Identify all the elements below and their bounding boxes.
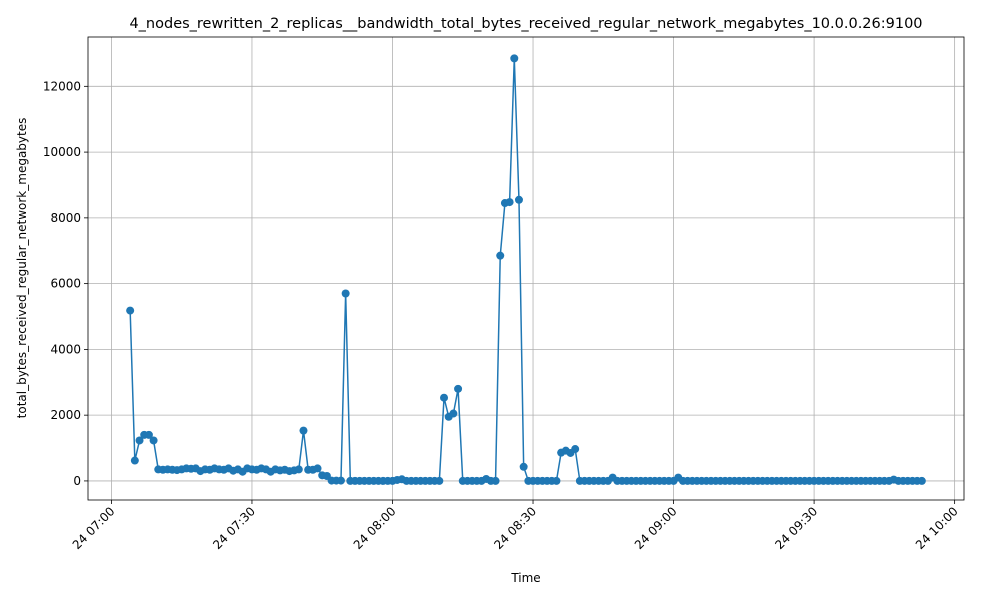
data-point (144, 430, 153, 439)
data-point (514, 195, 523, 204)
y-tick-label: 12000 (43, 79, 81, 93)
data-point (313, 464, 322, 473)
x-tick-label: 24 09:00 (632, 504, 680, 552)
plot-frame (87, 36, 965, 501)
data-point (496, 251, 505, 260)
data-point (510, 54, 519, 63)
data-point (519, 462, 528, 471)
data-point (440, 393, 449, 402)
x-axis-label: Time (510, 571, 540, 585)
data-point (505, 198, 514, 207)
y-tick-label: 0 (73, 474, 81, 488)
chart-title: 4_nodes_rewritten_2_replicas__bandwidth_… (129, 16, 922, 32)
data-point (299, 426, 308, 435)
y-tick-label: 6000 (50, 277, 81, 291)
x-tick-label: 24 07:00 (70, 504, 118, 552)
data-point (294, 465, 303, 474)
data-point (341, 289, 350, 298)
x-tick-label: 24 09:30 (772, 504, 820, 552)
data-point (126, 306, 135, 315)
data-point (435, 476, 444, 485)
data-point (454, 384, 463, 393)
x-tick-label: 24 08:30 (491, 504, 539, 552)
data-point (135, 436, 144, 445)
y-tick-label: 8000 (50, 211, 81, 225)
data-point (336, 476, 345, 485)
x-tick-label: 24 10:00 (913, 504, 961, 552)
data-point (552, 476, 561, 485)
y-axis-label: total_bytes_received_regular_network_meg… (15, 118, 29, 419)
y-tick-label: 2000 (50, 408, 81, 422)
data-point (449, 409, 458, 418)
data-point (149, 436, 158, 445)
data-point (571, 445, 580, 454)
x-tick-label: 24 07:30 (210, 504, 258, 552)
y-tick-label: 4000 (50, 342, 81, 356)
data-point (917, 476, 926, 485)
data-point (130, 456, 139, 465)
data-point (491, 476, 500, 485)
x-tick-label: 24 08:00 (351, 504, 399, 552)
data-line (129, 58, 922, 482)
y-tick-label: 10000 (43, 145, 81, 159)
